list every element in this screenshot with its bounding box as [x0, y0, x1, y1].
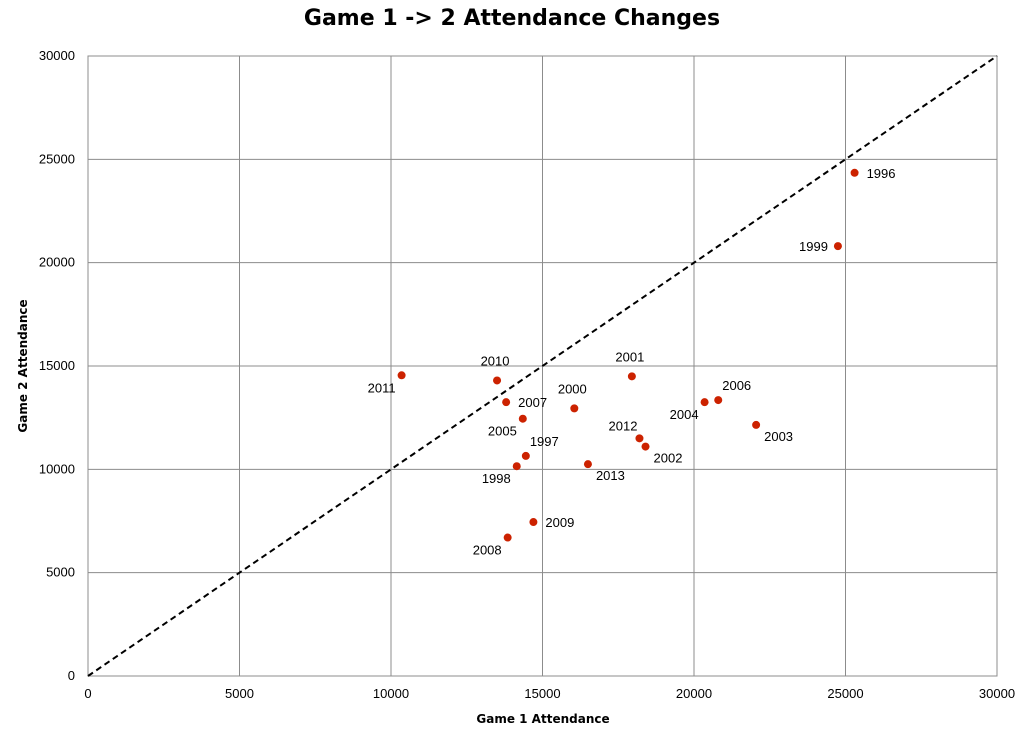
point-label-2013: 2013 [596, 468, 625, 483]
point-label-2012: 2012 [609, 418, 638, 433]
point-label-2007: 2007 [518, 395, 547, 410]
y-tick-label: 10000 [39, 461, 75, 476]
data-point-2004 [700, 398, 709, 407]
point-label-1998: 1998 [482, 471, 511, 486]
data-point-2005 [518, 414, 527, 423]
y-tick-label: 25000 [39, 151, 75, 166]
data-point-1998 [512, 462, 521, 471]
data-point-2012 [635, 434, 644, 443]
x-tick-label: 30000 [979, 686, 1015, 701]
y-tick-label: 0 [68, 668, 75, 683]
point-label-1996: 1996 [867, 166, 896, 181]
y-axis-title: Game 2 Attendance [16, 299, 30, 432]
chart-title: Game 1 -> 2 Attendance Changes [303, 6, 721, 31]
point-label-2010: 2010 [481, 353, 510, 368]
data-points [397, 168, 859, 542]
data-point-2009 [529, 518, 538, 527]
data-point-2011 [397, 371, 406, 380]
y-tick-label: 5000 [46, 565, 75, 580]
point-label-1999: 1999 [799, 239, 828, 254]
y-tick-label: 20000 [39, 255, 75, 270]
point-label-2008: 2008 [473, 543, 502, 558]
point-label-2003: 2003 [764, 429, 793, 444]
x-tick-label: 5000 [225, 686, 254, 701]
point-label-2000: 2000 [558, 381, 587, 396]
data-point-1997 [521, 451, 530, 460]
x-tick-label: 15000 [524, 686, 560, 701]
point-label-2011: 2011 [368, 380, 396, 395]
x-tick-label: 0 [84, 686, 91, 701]
point-label-2002: 2002 [654, 451, 683, 466]
data-point-1999 [833, 242, 842, 251]
data-point-2008 [503, 533, 512, 542]
data-point-2006 [714, 396, 723, 405]
point-label-2001: 2001 [615, 349, 644, 364]
data-point-2001 [627, 372, 636, 381]
data-point-2003 [752, 420, 761, 429]
reference-line [87, 55, 998, 677]
point-label-2005: 2005 [488, 424, 517, 439]
x-tick-label: 10000 [373, 686, 409, 701]
x-axis-title: Game 1 Attendance [476, 712, 609, 726]
axis-ticks: 0 5000 10000 15000 20000 25000 30000 0 5000 10000… [39, 48, 1015, 701]
x-tick-label: 25000 [827, 686, 863, 701]
data-point-2013 [583, 460, 592, 469]
y-tick-label: 30000 [39, 48, 75, 63]
point-label-2006: 2006 [722, 378, 751, 393]
data-point-2010 [493, 376, 502, 385]
data-point-1996 [850, 168, 859, 177]
data-point-2000 [570, 404, 579, 413]
point-labels: 1996 1997 1998 1999 2000 2001 2002 2003 2004 2005… [368, 166, 896, 558]
y-tick-label: 15000 [39, 358, 75, 373]
x-tick-label: 20000 [676, 686, 712, 701]
reference-line-layer [87, 55, 998, 677]
point-label-1997: 1997 [530, 434, 559, 449]
point-label-2009: 2009 [545, 515, 574, 530]
data-point-2002 [641, 442, 650, 451]
data-point-2007 [502, 398, 511, 407]
point-label-2004: 2004 [670, 407, 699, 422]
